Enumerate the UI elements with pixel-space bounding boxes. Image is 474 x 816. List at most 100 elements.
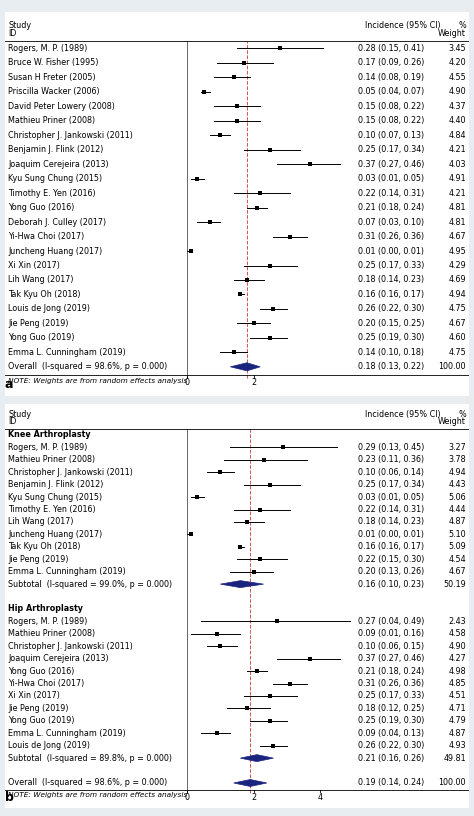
Text: 4.87: 4.87 — [448, 517, 466, 526]
Text: 4.44: 4.44 — [448, 505, 466, 514]
Text: Tak Kyu Oh (2018): Tak Kyu Oh (2018) — [8, 543, 81, 552]
Text: 4.60: 4.60 — [448, 334, 466, 343]
Text: 0.25 (0.17, 0.34): 0.25 (0.17, 0.34) — [358, 145, 425, 154]
Text: Overall  (I-squared = 98.6%, p = 0.000): Overall (I-squared = 98.6%, p = 0.000) — [8, 778, 167, 787]
Text: 2: 2 — [251, 793, 256, 802]
Text: 0.25 (0.17, 0.33): 0.25 (0.17, 0.33) — [358, 691, 425, 700]
Text: 4.81: 4.81 — [448, 203, 466, 212]
Text: Study: Study — [8, 21, 31, 30]
Text: 4.37: 4.37 — [448, 102, 466, 111]
Text: 4.87: 4.87 — [448, 729, 466, 738]
Text: Weight: Weight — [438, 417, 466, 426]
Text: 5.09: 5.09 — [448, 543, 466, 552]
Text: 0.18 (0.13, 0.22): 0.18 (0.13, 0.22) — [358, 362, 424, 371]
Text: 0.27 (0.04, 0.49): 0.27 (0.04, 0.49) — [358, 617, 425, 626]
Text: 4.54: 4.54 — [448, 555, 466, 564]
Text: 0.20 (0.13, 0.26): 0.20 (0.13, 0.26) — [358, 567, 424, 576]
Text: Christopher J. Jankowski (2011): Christopher J. Jankowski (2011) — [8, 641, 133, 651]
FancyBboxPatch shape — [5, 404, 469, 808]
Text: 4.75: 4.75 — [448, 304, 466, 313]
Text: 4.29: 4.29 — [448, 261, 466, 270]
Text: 4.20: 4.20 — [448, 59, 466, 68]
Text: 100.00: 100.00 — [438, 778, 466, 787]
Text: Yi-Hwa Choi (2017): Yi-Hwa Choi (2017) — [8, 232, 84, 241]
Text: Subtotal  (I-squared = 89.8%, p = 0.000): Subtotal (I-squared = 89.8%, p = 0.000) — [8, 754, 172, 763]
Text: 4.75: 4.75 — [448, 348, 466, 357]
Text: Subtotal  (I-squared = 99.0%, p = 0.000): Subtotal (I-squared = 99.0%, p = 0.000) — [8, 579, 172, 588]
Text: Mathieu Priner (2008): Mathieu Priner (2008) — [8, 629, 95, 638]
Text: 2: 2 — [251, 379, 256, 388]
Text: 4.95: 4.95 — [448, 246, 466, 255]
Text: 5.10: 5.10 — [448, 530, 466, 539]
Text: 0.09 (0.01, 0.16): 0.09 (0.01, 0.16) — [358, 629, 424, 638]
Text: 4.21: 4.21 — [448, 188, 466, 197]
Text: Benjamin J. Flink (2012): Benjamin J. Flink (2012) — [8, 145, 103, 154]
Text: 0.10 (0.06, 0.15): 0.10 (0.06, 0.15) — [358, 641, 424, 651]
Text: 0.10 (0.07, 0.13): 0.10 (0.07, 0.13) — [358, 131, 424, 140]
Text: 4.84: 4.84 — [448, 131, 466, 140]
Text: 0.09 (0.04, 0.13): 0.09 (0.04, 0.13) — [358, 729, 424, 738]
Text: 0.21 (0.18, 0.24): 0.21 (0.18, 0.24) — [358, 203, 424, 212]
Text: Louis de Jong (2019): Louis de Jong (2019) — [8, 741, 90, 750]
Text: Yong Guo (2016): Yong Guo (2016) — [8, 667, 74, 676]
Text: 4.51: 4.51 — [448, 691, 466, 700]
Text: 4.43: 4.43 — [448, 480, 466, 490]
Text: 0.19 (0.14, 0.24): 0.19 (0.14, 0.24) — [358, 778, 424, 787]
Text: Priscilla Wacker (2006): Priscilla Wacker (2006) — [8, 87, 100, 96]
Text: 0.14 (0.10, 0.18): 0.14 (0.10, 0.18) — [358, 348, 424, 357]
Text: 4.90: 4.90 — [448, 87, 466, 96]
Text: 0.10 (0.06, 0.14): 0.10 (0.06, 0.14) — [358, 468, 424, 477]
Text: Jie Peng (2019): Jie Peng (2019) — [8, 704, 69, 713]
Text: 50.19: 50.19 — [443, 579, 466, 588]
Text: Yong Guo (2019): Yong Guo (2019) — [8, 334, 74, 343]
Text: 0.26 (0.22, 0.30): 0.26 (0.22, 0.30) — [358, 741, 425, 750]
Text: Yong Guo (2016): Yong Guo (2016) — [8, 203, 74, 212]
Text: 0.25 (0.17, 0.33): 0.25 (0.17, 0.33) — [358, 261, 425, 270]
Text: 4.40: 4.40 — [448, 117, 466, 126]
Text: 4.90: 4.90 — [448, 641, 466, 651]
Text: 0.15 (0.08, 0.22): 0.15 (0.08, 0.22) — [358, 117, 425, 126]
Text: a: a — [5, 379, 13, 392]
Text: Louis de Jong (2019): Louis de Jong (2019) — [8, 304, 90, 313]
Text: Xi Xin (2017): Xi Xin (2017) — [8, 691, 60, 700]
Text: 4.85: 4.85 — [448, 679, 466, 688]
Text: 0.21 (0.18, 0.24): 0.21 (0.18, 0.24) — [358, 667, 424, 676]
Text: 4.21: 4.21 — [448, 145, 466, 154]
Text: 4.98: 4.98 — [448, 667, 466, 676]
Text: Knee Arthroplasty: Knee Arthroplasty — [8, 431, 91, 440]
Text: 0.37 (0.27, 0.46): 0.37 (0.27, 0.46) — [358, 654, 425, 663]
Text: Incidence (95% CI): Incidence (95% CI) — [365, 410, 441, 419]
Polygon shape — [240, 755, 273, 761]
Text: 0.17 (0.09, 0.26): 0.17 (0.09, 0.26) — [358, 59, 425, 68]
Text: 0.29 (0.13, 0.45): 0.29 (0.13, 0.45) — [358, 443, 425, 452]
Text: Overall  (I-squared = 98.6%, p = 0.000): Overall (I-squared = 98.6%, p = 0.000) — [8, 362, 167, 371]
Text: Juncheng Huang (2017): Juncheng Huang (2017) — [8, 530, 102, 539]
Text: Weight: Weight — [438, 29, 466, 38]
Text: Christopher J. Jankowski (2011): Christopher J. Jankowski (2011) — [8, 131, 133, 140]
Text: 4.69: 4.69 — [448, 276, 466, 285]
Text: 4.91: 4.91 — [448, 174, 466, 183]
Text: 0.31 (0.26, 0.36): 0.31 (0.26, 0.36) — [358, 232, 424, 241]
Text: 0.37 (0.27, 0.46): 0.37 (0.27, 0.46) — [358, 160, 425, 169]
Text: Tak Kyu Oh (2018): Tak Kyu Oh (2018) — [8, 290, 81, 299]
Text: 0.28 (0.15, 0.41): 0.28 (0.15, 0.41) — [358, 44, 424, 53]
Text: ID: ID — [8, 29, 17, 38]
Text: Juncheng Huang (2017): Juncheng Huang (2017) — [8, 246, 102, 255]
Text: Rogers, M. P. (1989): Rogers, M. P. (1989) — [8, 617, 87, 626]
Polygon shape — [220, 581, 264, 588]
Text: 4.94: 4.94 — [448, 468, 466, 477]
Text: Emma L. Cunningham (2019): Emma L. Cunningham (2019) — [8, 348, 126, 357]
Text: 0.16 (0.10, 0.23): 0.16 (0.10, 0.23) — [358, 579, 424, 588]
Text: 3.78: 3.78 — [448, 455, 466, 464]
Text: 0.18 (0.14, 0.23): 0.18 (0.14, 0.23) — [358, 276, 424, 285]
Text: 0.25 (0.19, 0.30): 0.25 (0.19, 0.30) — [358, 716, 425, 725]
Text: Xi Xin (2017): Xi Xin (2017) — [8, 261, 60, 270]
Text: %: % — [458, 21, 466, 30]
Text: Kyu Sung Chung (2015): Kyu Sung Chung (2015) — [8, 493, 102, 502]
Text: 0.18 (0.14, 0.23): 0.18 (0.14, 0.23) — [358, 517, 424, 526]
Text: Lih Wang (2017): Lih Wang (2017) — [8, 517, 73, 526]
Text: 0.21 (0.16, 0.26): 0.21 (0.16, 0.26) — [358, 754, 424, 763]
Text: 4.94: 4.94 — [448, 290, 466, 299]
Text: 0.31 (0.26, 0.36): 0.31 (0.26, 0.36) — [358, 679, 424, 688]
Text: 0: 0 — [185, 793, 190, 802]
